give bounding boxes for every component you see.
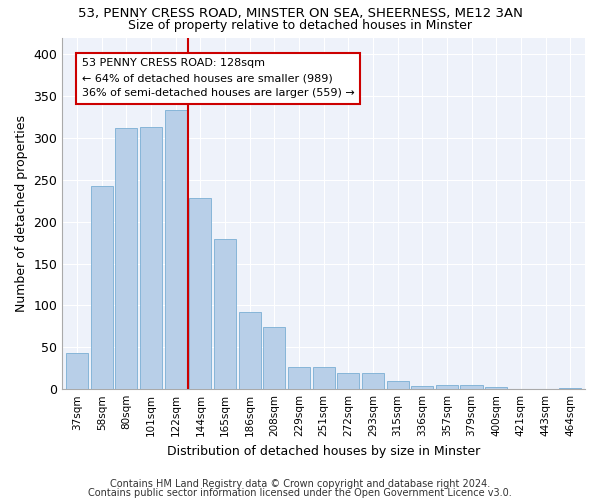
Text: 53 PENNY CRESS ROAD: 128sqm
← 64% of detached houses are smaller (989)
36% of se: 53 PENNY CRESS ROAD: 128sqm ← 64% of det…	[82, 58, 354, 98]
Bar	[436, 385, 458, 389]
Text: Size of property relative to detached houses in Minster: Size of property relative to detached ho…	[128, 18, 472, 32]
Bar	[485, 386, 508, 389]
Bar	[559, 388, 581, 389]
Bar	[263, 327, 286, 389]
Bar	[214, 240, 236, 389]
Text: Contains HM Land Registry data © Crown copyright and database right 2024.: Contains HM Land Registry data © Crown c…	[110, 479, 490, 489]
Bar	[411, 386, 433, 389]
Bar	[91, 186, 113, 389]
Bar	[288, 368, 310, 389]
Bar	[189, 198, 211, 389]
Bar	[460, 385, 482, 389]
Bar	[313, 368, 335, 389]
Bar	[115, 128, 137, 389]
Bar	[362, 374, 384, 389]
Bar	[239, 312, 261, 389]
Text: 53, PENNY CRESS ROAD, MINSTER ON SEA, SHEERNESS, ME12 3AN: 53, PENNY CRESS ROAD, MINSTER ON SEA, SH…	[77, 8, 523, 20]
Bar	[337, 374, 359, 389]
Bar	[386, 381, 409, 389]
Bar	[140, 127, 162, 389]
X-axis label: Distribution of detached houses by size in Minster: Distribution of detached houses by size …	[167, 444, 480, 458]
Bar	[66, 353, 88, 389]
Text: Contains public sector information licensed under the Open Government Licence v3: Contains public sector information licen…	[88, 488, 512, 498]
Y-axis label: Number of detached properties: Number of detached properties	[15, 115, 28, 312]
Bar	[164, 110, 187, 389]
